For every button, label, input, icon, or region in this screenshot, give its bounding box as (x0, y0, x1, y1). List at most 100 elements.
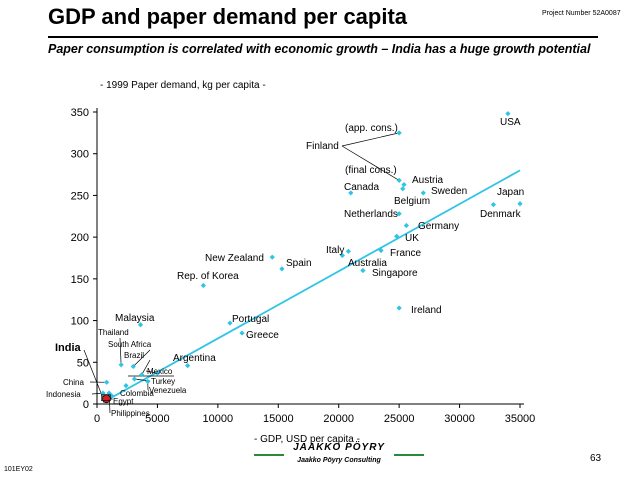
point-belgium (400, 186, 406, 192)
label-colombia: Colombia (120, 389, 154, 398)
y-tick-label: 50 (77, 357, 89, 369)
label-canada: Canada (344, 182, 379, 193)
data-points (100, 111, 523, 404)
project-number: Project Number 52A0087 (542, 10, 621, 17)
point-canada (348, 190, 354, 196)
point-new-zealand (269, 254, 275, 260)
point-australia (339, 252, 345, 259)
label-egypt: Egypt (113, 397, 134, 406)
label-thailand: Thailand (98, 328, 129, 337)
point-austria (401, 181, 407, 188)
title-divider (48, 36, 598, 38)
leader-line (133, 349, 151, 367)
label-india: India (55, 342, 82, 354)
point-italy (345, 248, 351, 254)
document-id: 101EY02 (4, 466, 33, 473)
x-tick-label: 10000 (203, 413, 234, 425)
point-finland (396, 177, 402, 184)
y-tick-label: 0 (83, 399, 89, 411)
logo-bar-left (254, 454, 284, 456)
point-turkey (131, 376, 138, 382)
label-greece: Greece (246, 330, 279, 341)
point-brazil (139, 372, 145, 378)
point-france (378, 247, 384, 254)
company-logo: JAAKKO PÖYRY Jaakko Pöyry Consulting (254, 442, 424, 472)
page-number: 63 (590, 453, 602, 464)
leader-line (341, 132, 400, 147)
point-china (104, 379, 110, 385)
label-italy: Italy (326, 245, 344, 256)
point-spain (279, 266, 285, 272)
point-india-frame (101, 394, 111, 401)
point-venezuela (145, 378, 151, 385)
label-mexico: Mexico (147, 367, 173, 376)
point-malaysia (137, 322, 144, 328)
point-japan (517, 201, 523, 207)
trend-line (102, 169, 521, 404)
logo-text: JAAKKO PÖYRY (293, 442, 385, 453)
page-title: GDP and paper demand per capita (48, 4, 408, 29)
x-tick-label: 20000 (323, 413, 354, 425)
x-tick-label: 30000 (444, 413, 475, 425)
label-brazil: Brazil (124, 351, 144, 360)
label-austria: Austria (412, 175, 444, 186)
label-rep-of-korea: Rep. of Korea (177, 271, 239, 282)
point-ireland (396, 305, 402, 311)
label-singapore: Singapore (372, 268, 418, 279)
point-egypt (108, 393, 115, 399)
point-germany (403, 222, 409, 229)
label-portugal: Portugal (232, 314, 269, 325)
label-germany: Germany (418, 221, 459, 232)
leader-line (141, 359, 151, 375)
leader-line (341, 145, 400, 181)
label-venezuela: Venezuela (149, 386, 187, 395)
label-australia: Australia (348, 258, 387, 269)
annotation-final-cons: (final cons.) (345, 165, 397, 176)
label-uk: UK (405, 233, 419, 244)
page-subtitle: Paper consumption is correlated with eco… (48, 42, 591, 56)
label-indonesia: Indonesia (46, 390, 81, 399)
y-tick-label: 250 (71, 190, 89, 202)
label-turkey: Turkey (151, 377, 175, 386)
label-denmark: Denmark (480, 209, 522, 220)
label-malaysia: Malaysia (115, 313, 155, 324)
label-new-zealand: New Zealand (205, 253, 264, 264)
point-greece (239, 330, 245, 336)
point-usa (505, 111, 511, 117)
point-india (102, 394, 111, 404)
x-tick-label: 0 (94, 413, 100, 425)
y-tick-label: 150 (71, 274, 89, 286)
label-japan: Japan (497, 187, 524, 198)
x-tick-label: 15000 (263, 413, 294, 425)
label-south-africa: South Africa (108, 340, 152, 349)
point-denmark (490, 202, 497, 208)
annotation-app-cons: (app. cons.) (345, 123, 398, 134)
label-spain: Spain (286, 258, 312, 269)
point-thailand (118, 362, 124, 368)
leader-line (119, 337, 122, 367)
y-tick-label: 300 (71, 149, 89, 161)
logo-subtext: Jaakko Pöyry Consulting (297, 457, 381, 464)
point-sweden (420, 190, 426, 196)
point-singapore (360, 267, 366, 274)
point-argentina (185, 363, 191, 369)
label-usa: USA (500, 117, 521, 128)
label-france: France (390, 248, 422, 259)
leader-line (83, 349, 103, 397)
label-finland: Finland (306, 141, 339, 152)
point-portugal (227, 320, 233, 326)
y-tick-label: 350 (71, 107, 89, 119)
label-china: China (63, 378, 84, 387)
y-tick-label: 100 (71, 316, 89, 328)
point-colombia (123, 383, 129, 389)
logo-bar-right (394, 454, 424, 456)
x-tick-label: 5000 (145, 413, 169, 425)
x-tick-label: 35000 (505, 413, 536, 425)
y-tick-label: 200 (71, 232, 89, 244)
point-uk (394, 233, 400, 239)
point-netherlands (396, 211, 402, 217)
label-sweden: Sweden (431, 186, 467, 197)
point-rep-of-korea (200, 282, 206, 289)
